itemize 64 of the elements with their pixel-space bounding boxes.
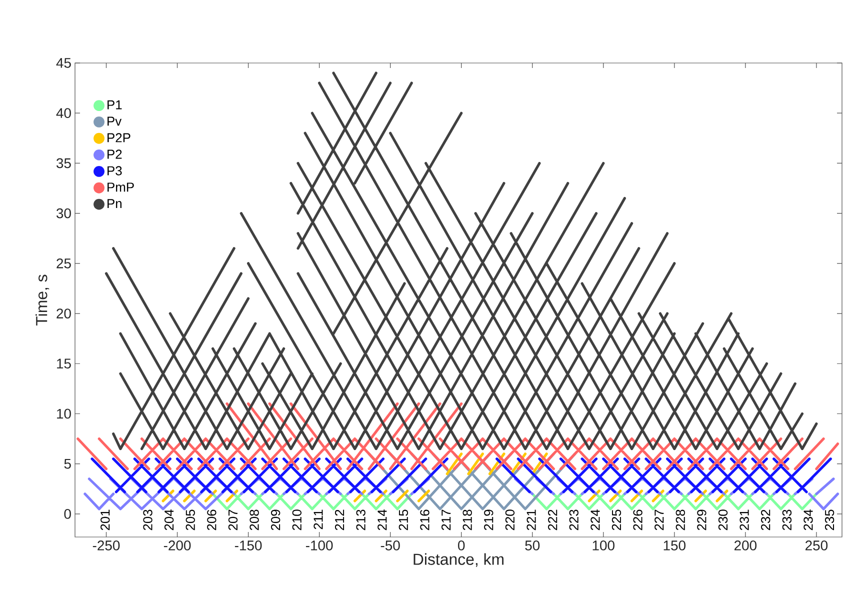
x-tick-label: 50	[525, 540, 540, 550]
annotation: 213	[356, 510, 366, 530]
legend-label: PmP	[108, 182, 134, 192]
y-tick-label: 25	[56, 258, 71, 268]
annotation: 220	[505, 510, 515, 530]
annotation: 206	[207, 510, 216, 530]
annotation: 204	[164, 510, 174, 530]
annotation: 214	[378, 510, 387, 530]
annotation: 225	[612, 510, 622, 530]
x-tick-label: 100	[592, 540, 614, 550]
annotation: 232	[761, 510, 770, 530]
annotation: 205	[186, 510, 195, 530]
x-axis-title: Distance, km	[414, 553, 504, 567]
legend-label: P1	[108, 100, 122, 110]
y-tick-label: 35	[56, 158, 71, 168]
annotation: 208	[250, 510, 259, 530]
x-tick-label: -200	[164, 540, 191, 550]
x-tick-label: 250	[806, 540, 828, 550]
annotation: 215	[398, 510, 408, 530]
annotation: 207	[228, 510, 238, 530]
annotation: 218	[462, 510, 472, 530]
y-tick-label: 30	[56, 208, 71, 218]
y-axis-title: Time, s	[36, 274, 50, 326]
annotation: 212	[334, 510, 344, 530]
annotation: 230	[718, 510, 728, 530]
annotation: 223	[569, 510, 578, 530]
annotation: 234	[804, 510, 813, 530]
annotation: 222	[548, 510, 558, 530]
annotation: 216	[420, 510, 430, 530]
x-tick-label: -100	[306, 540, 333, 550]
annotation: 231	[740, 510, 749, 530]
y-tick-label: 40	[56, 108, 71, 118]
x-tick-label: -250	[92, 540, 120, 550]
annotation: 224	[590, 510, 600, 530]
y-tick-label: 0	[64, 509, 71, 519]
annotation: 217	[442, 510, 451, 530]
x-tick-label: 200	[734, 540, 757, 550]
legend-label: P2	[108, 150, 122, 159]
annotation: 203	[143, 510, 152, 530]
annotation: 229	[697, 510, 706, 530]
legend-label: P2P	[108, 133, 130, 142]
y-tick-label: 10	[57, 408, 71, 419]
annotation: 219	[484, 510, 494, 530]
annotation: 233	[782, 510, 792, 530]
y-tick-label: 15	[57, 358, 71, 368]
annotation: 228	[676, 510, 685, 530]
annotation: 221	[526, 510, 536, 530]
annotation: 201	[100, 510, 110, 530]
annotation: 226	[633, 510, 642, 530]
annotation: 227	[654, 510, 664, 530]
annotation: 235	[824, 510, 834, 530]
annotation: 211	[314, 510, 323, 530]
y-tick-label: 20	[56, 308, 71, 318]
x-tick-label: 0	[458, 540, 465, 550]
x-tick-label: 150	[664, 540, 686, 550]
legend-label: Pv	[108, 116, 122, 126]
legend-label: P3	[108, 166, 122, 176]
legend-label: Pn	[108, 199, 122, 208]
annotation: 210	[292, 510, 302, 530]
x-tick-label: -50	[380, 540, 400, 550]
annotation: 209	[271, 510, 280, 530]
x-tick-label: -150	[234, 540, 262, 550]
y-tick-label: 45	[56, 58, 71, 68]
y-tick-label: 5	[64, 458, 71, 469]
